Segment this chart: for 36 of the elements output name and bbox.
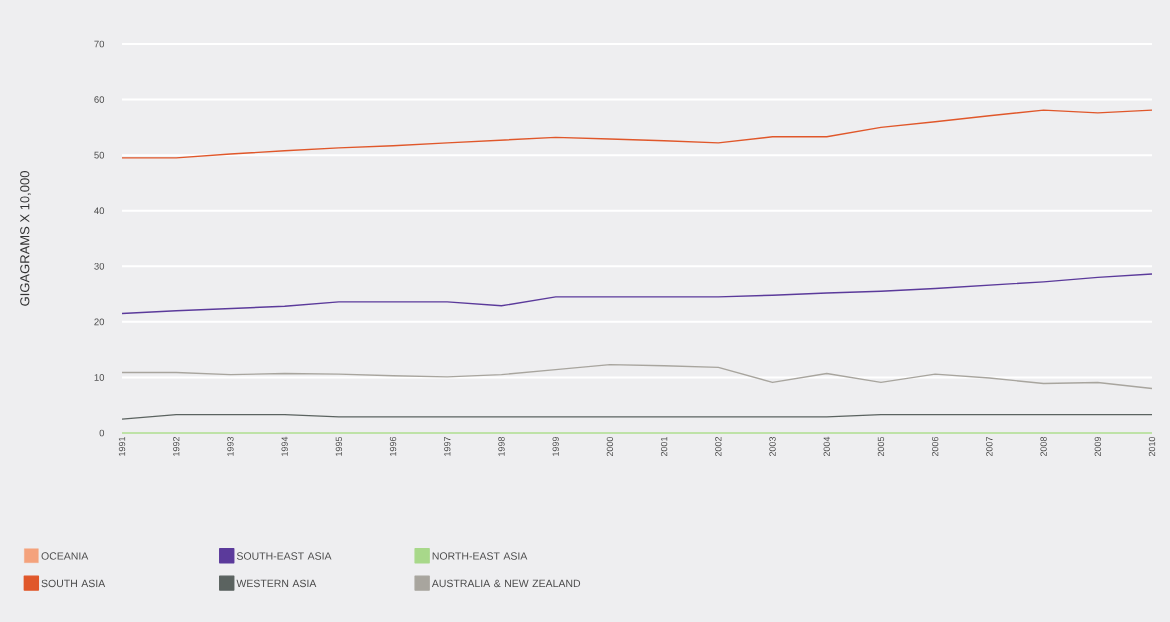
x-tick-label: 1996 (389, 436, 397, 456)
x-tick-label: 2001 (660, 436, 668, 457)
x-tick-label: 2002 (715, 437, 722, 457)
legend-label: NORTH-EAST ASIA (432, 552, 528, 560)
x-tick-label: 1994 (281, 436, 288, 456)
legend-label: OCEANIA (41, 552, 89, 560)
y-axis-title: GIGAGRAMS X 10,000 (20, 171, 31, 306)
x-tick-label: 2005 (877, 436, 885, 457)
y-tick-label: 20 (94, 318, 105, 326)
y-tick-label: 70 (94, 40, 105, 48)
x-tick-label: 2010 (1148, 436, 1156, 457)
x-tick-label: 1997 (444, 437, 451, 456)
y-tick-label: 40 (94, 207, 105, 215)
x-tick-label: 1999 (552, 436, 559, 456)
x-tick-label: 1992 (173, 437, 180, 456)
x-tick-label: 2004 (823, 436, 830, 457)
line-series (121, 363, 1153, 390)
y-tick-label: 0 (99, 429, 105, 437)
x-tick-label: 1993 (227, 436, 234, 456)
legend-label: SOUTH ASIA (41, 579, 106, 588)
x-tick-label: 2008 (1040, 436, 1047, 457)
y-tick-label: 60 (94, 96, 105, 103)
legend-label: AUSTRALIA & NEW ZEALAND (431, 579, 581, 588)
x-tick-label: 2007 (986, 437, 993, 457)
x-tick-label: 1998 (498, 436, 505, 456)
x-tick-label: 1991 (118, 436, 126, 456)
x-tick-label: 2003 (769, 436, 776, 457)
x-tick-label: 2009 (1094, 436, 1101, 457)
legend-label: SOUTH-EAST ASIA (236, 552, 332, 560)
y-tick-label: 50 (94, 151, 105, 159)
x-tick-label: 1995 (335, 436, 343, 456)
legend-label: WESTERN ASIA (236, 579, 317, 588)
y-tick-label: 10 (94, 374, 105, 381)
x-tick-label: 2000 (606, 436, 614, 457)
y-tick-label: 30 (94, 262, 105, 270)
x-tick-label: 2006 (931, 436, 939, 457)
